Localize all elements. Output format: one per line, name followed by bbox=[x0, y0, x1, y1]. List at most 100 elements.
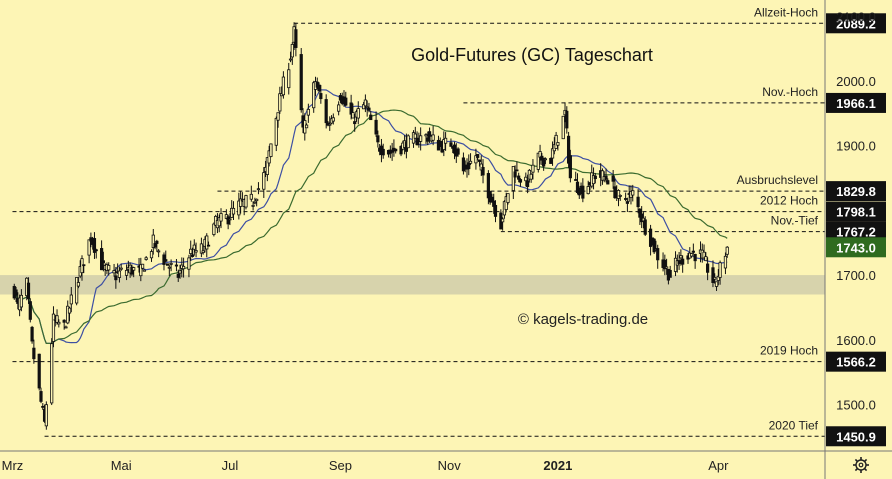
candle-body bbox=[32, 347, 36, 360]
candle bbox=[713, 273, 717, 284]
candle-body bbox=[262, 172, 266, 190]
candle-body bbox=[529, 173, 533, 180]
candle bbox=[631, 184, 635, 202]
candle-body bbox=[652, 238, 656, 253]
candle-body bbox=[611, 175, 615, 182]
candle-body bbox=[149, 251, 154, 259]
price-tag-box bbox=[826, 92, 886, 113]
candle bbox=[561, 115, 565, 140]
candle-body bbox=[69, 294, 73, 305]
candle bbox=[442, 131, 446, 157]
candle-body bbox=[290, 44, 294, 58]
candle bbox=[181, 257, 186, 278]
candle-body bbox=[62, 319, 66, 323]
candle-body bbox=[206, 244, 211, 247]
y-tick-label: 1600.0 bbox=[836, 333, 876, 348]
candle bbox=[306, 103, 310, 123]
candle bbox=[568, 149, 572, 183]
candle-body bbox=[353, 121, 357, 125]
candle-body bbox=[419, 135, 423, 142]
candle-body bbox=[299, 54, 303, 111]
candle bbox=[515, 161, 519, 172]
candle bbox=[556, 142, 560, 151]
candle bbox=[490, 193, 494, 203]
price-tag-box bbox=[826, 426, 886, 447]
candle bbox=[369, 111, 373, 121]
candle bbox=[265, 157, 269, 182]
candle-body bbox=[461, 157, 466, 172]
candle bbox=[190, 247, 195, 258]
candle-body bbox=[190, 254, 195, 257]
candle-body bbox=[117, 270, 122, 278]
candle-body bbox=[501, 218, 505, 223]
candle bbox=[130, 264, 134, 277]
candle-body bbox=[504, 196, 508, 210]
candle-body bbox=[151, 234, 155, 249]
candle-body bbox=[665, 266, 669, 269]
candle-body bbox=[317, 84, 321, 92]
candle bbox=[356, 101, 360, 125]
candle bbox=[681, 255, 685, 273]
x-tick-label: Jul bbox=[222, 458, 239, 473]
candle bbox=[549, 157, 553, 164]
candle bbox=[529, 172, 533, 183]
price-tag: 1767.2 bbox=[826, 221, 886, 242]
candle-body bbox=[638, 208, 642, 218]
candle bbox=[165, 263, 170, 266]
candle bbox=[467, 154, 471, 176]
candle-body bbox=[265, 157, 269, 175]
candle-body bbox=[426, 137, 430, 142]
candle bbox=[19, 289, 23, 312]
candle-body bbox=[99, 248, 104, 271]
candle-body bbox=[449, 142, 453, 147]
candle bbox=[706, 257, 710, 281]
candle-body bbox=[568, 155, 572, 179]
candle-body bbox=[39, 391, 43, 402]
candle-body bbox=[424, 134, 428, 137]
candle bbox=[30, 325, 34, 344]
candle-body bbox=[349, 102, 353, 115]
candle-body bbox=[369, 114, 373, 121]
candle-body bbox=[442, 139, 446, 150]
x-tick-label: Mrz bbox=[2, 458, 24, 473]
candle-body bbox=[486, 173, 490, 199]
candle-body bbox=[269, 143, 273, 157]
candle bbox=[201, 245, 205, 255]
candle bbox=[456, 147, 460, 157]
candle bbox=[99, 240, 104, 271]
candle-body bbox=[205, 235, 209, 250]
candle bbox=[94, 248, 98, 259]
candle-body bbox=[337, 104, 341, 112]
candle bbox=[550, 141, 555, 166]
candle-body bbox=[702, 251, 706, 259]
candle-body bbox=[476, 153, 480, 158]
candle-body bbox=[679, 255, 683, 259]
level-name: 2012 Hoch bbox=[760, 194, 818, 208]
candle bbox=[206, 241, 211, 247]
candle bbox=[312, 80, 316, 113]
candle bbox=[511, 166, 515, 200]
candle bbox=[151, 228, 155, 255]
candle bbox=[101, 251, 105, 272]
candle-body bbox=[64, 326, 68, 329]
price-tag-box bbox=[826, 181, 886, 202]
candle bbox=[205, 233, 209, 258]
level-name: Ausbruchslevel bbox=[737, 173, 818, 187]
candle bbox=[253, 197, 257, 205]
candle bbox=[39, 387, 43, 404]
candle bbox=[239, 191, 243, 214]
candle bbox=[82, 264, 86, 274]
candle bbox=[340, 92, 344, 106]
candle-body bbox=[253, 201, 257, 204]
gear-icon[interactable] bbox=[853, 457, 869, 473]
candle bbox=[112, 263, 116, 277]
candle bbox=[413, 126, 417, 139]
candle bbox=[424, 133, 428, 144]
candle-body bbox=[490, 196, 494, 203]
candle-body bbox=[187, 257, 191, 270]
candle-body bbox=[312, 82, 316, 109]
candle-body bbox=[319, 93, 323, 100]
x-tick-label: Nov bbox=[438, 458, 462, 473]
candle bbox=[124, 264, 129, 281]
candle-body bbox=[689, 253, 694, 257]
